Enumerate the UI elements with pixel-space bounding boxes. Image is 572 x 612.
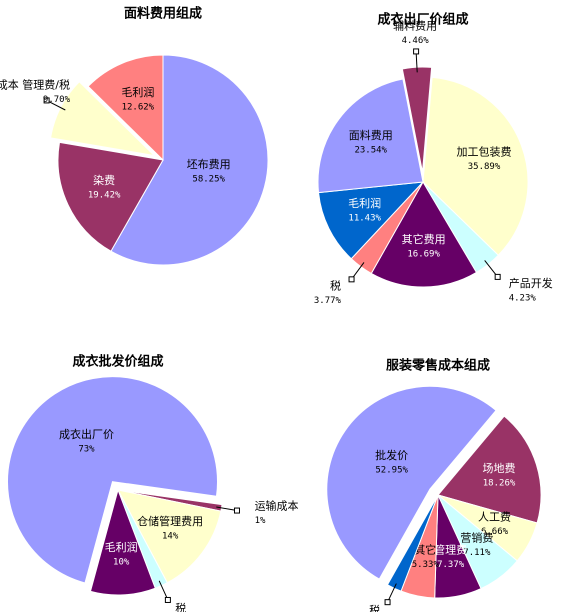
slice-value-label: 5.33% <box>412 560 440 570</box>
leader-line <box>216 506 238 512</box>
chart-title: 成衣出厂价组成 <box>377 12 468 28</box>
slice-label: 税 <box>175 601 186 612</box>
pie-slice <box>437 415 542 524</box>
slice-label: 毛利润 <box>105 540 138 554</box>
slice-value-label: 52.95% <box>375 465 408 475</box>
slice-value-label: 58.25% <box>192 175 225 185</box>
slice-label: 人工费 <box>478 511 511 524</box>
slice-value-label: 9.70% <box>43 95 71 105</box>
leader-marker <box>164 596 171 603</box>
leader-marker <box>494 273 501 280</box>
slice-label: 其它 <box>414 543 436 557</box>
chart-title: 面料费用组成 <box>124 6 202 22</box>
slice-value-label: 1% <box>255 516 266 526</box>
slice-label: 其它费用 <box>402 232 446 246</box>
slice-label: 产品开发 <box>509 276 553 290</box>
leader-marker <box>413 48 420 55</box>
slice-value-label: 14% <box>162 531 179 541</box>
pie-slice <box>89 488 156 596</box>
leader-line <box>158 580 169 601</box>
slice-label: 辅料费用 <box>393 19 437 33</box>
leader-line <box>415 51 418 73</box>
leader-marker <box>348 276 355 283</box>
slice-value-label: 19.42% <box>88 190 121 200</box>
pie-slice <box>57 141 164 252</box>
slice-label: 管理费 <box>434 543 467 557</box>
pie-slice <box>317 181 425 260</box>
slice-label: 税 <box>369 603 380 612</box>
slice-label: 毛利润 <box>121 85 154 99</box>
slice-value-label: 11.43% <box>348 213 381 223</box>
pie-slice <box>117 489 222 584</box>
slice-label: 染费 <box>93 173 115 187</box>
slice-value-label: 3.77% <box>314 296 342 306</box>
slice-value-label: 6.66% <box>481 527 509 537</box>
slice-label: 毛利润 <box>348 196 381 210</box>
slice-label: 税 <box>330 279 341 293</box>
leader-marker <box>43 97 50 104</box>
leader-line <box>46 99 66 111</box>
slice-label: 运输成本 <box>255 499 299 513</box>
slice-value-label: 7.37% <box>437 560 465 570</box>
leader-marker <box>233 507 240 514</box>
chart-title: 成衣批发价组成 <box>72 354 163 370</box>
pie-slice <box>317 78 424 194</box>
pie-slice <box>87 54 164 162</box>
pie-slice <box>326 385 497 580</box>
slice-value-label: 7.11% <box>463 548 491 558</box>
slice-label: 营销费 <box>460 531 493 545</box>
slice-value-label: 18.26% <box>483 479 516 489</box>
pie-slice <box>110 54 269 266</box>
slice-label: 面料费用 <box>349 128 393 142</box>
slice-value-label: 35.89% <box>468 162 501 172</box>
slice-value-label: 23.54% <box>354 146 387 156</box>
pie-slice <box>7 376 218 584</box>
slice-label: 加工包装费 <box>457 145 512 158</box>
slice-label: 运输成本 管理费/税 <box>0 77 70 91</box>
slice-value-label: 4.46% <box>402 36 430 46</box>
slice-label: 成衣出厂价 <box>59 427 114 441</box>
pie-slice <box>422 76 529 256</box>
chart-title: 服装零售成本组成 <box>386 358 490 374</box>
pie-slice <box>370 181 478 288</box>
slice-label: 场地费 <box>483 461 516 475</box>
slice-value-label: 73% <box>78 445 95 455</box>
slice-label: 坯布费用 <box>187 158 231 171</box>
leader-line <box>387 583 397 603</box>
leader-marker <box>384 599 391 606</box>
slice-value-label: 12.62% <box>122 102 155 112</box>
slice-value-label: 16.69% <box>407 250 440 260</box>
slice-value-label: 10% <box>113 558 130 568</box>
slice-label: 仓储管理费用 <box>137 514 203 528</box>
slice-label: 批发价 <box>375 448 408 462</box>
slice-value-label: 4.23% <box>509 293 537 303</box>
